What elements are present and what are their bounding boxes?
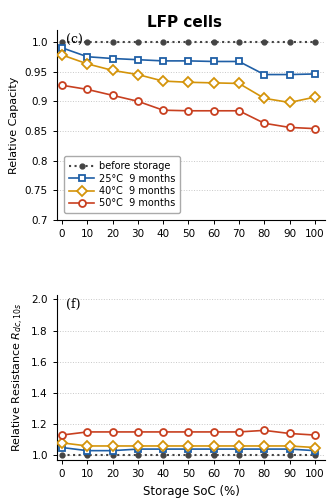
40°C  9 months xyxy=(85,61,89,67)
before storage xyxy=(313,39,317,45)
25°C  9 months xyxy=(60,45,64,51)
40°C  9 months xyxy=(262,96,266,102)
40°C  9 months xyxy=(60,52,64,58)
25°C  9 months xyxy=(186,58,190,64)
before storage xyxy=(161,39,165,45)
X-axis label: Storage SoC (%): Storage SoC (%) xyxy=(142,484,240,498)
40°C  9 months xyxy=(237,80,241,86)
before storage xyxy=(262,39,266,45)
25°C  9 months xyxy=(111,56,115,62)
Text: LFP cells: LFP cells xyxy=(147,15,222,30)
40°C  9 months xyxy=(136,72,140,78)
25°C  9 months xyxy=(262,72,266,78)
before storage xyxy=(287,39,291,45)
40°C  9 months xyxy=(161,78,165,84)
Line: 50°C  9 months: 50°C 9 months xyxy=(59,82,318,132)
Line: 40°C  9 months: 40°C 9 months xyxy=(59,52,318,106)
25°C  9 months xyxy=(136,56,140,62)
40°C  9 months xyxy=(212,80,216,86)
Line: 25°C  9 months: 25°C 9 months xyxy=(59,44,318,78)
Y-axis label: Relative Capacity: Relative Capacity xyxy=(9,76,19,174)
50°C  9 months xyxy=(212,108,216,114)
25°C  9 months xyxy=(85,54,89,60)
25°C  9 months xyxy=(212,58,216,64)
before storage xyxy=(186,39,190,45)
before storage xyxy=(136,39,140,45)
50°C  9 months xyxy=(262,120,266,126)
40°C  9 months xyxy=(111,68,115,73)
25°C  9 months xyxy=(161,58,165,64)
40°C  9 months xyxy=(287,100,291,105)
50°C  9 months xyxy=(60,82,64,88)
50°C  9 months xyxy=(161,107,165,113)
25°C  9 months xyxy=(287,72,291,78)
before storage xyxy=(237,39,241,45)
Text: (c): (c) xyxy=(66,34,83,47)
before storage xyxy=(212,39,216,45)
Text: (f): (f) xyxy=(66,298,81,311)
25°C  9 months xyxy=(237,58,241,64)
Line: before storage: before storage xyxy=(60,40,317,44)
50°C  9 months xyxy=(237,108,241,114)
Y-axis label: Relative Resistance $R_{dc,10s}$: Relative Resistance $R_{dc,10s}$ xyxy=(11,302,26,452)
50°C  9 months xyxy=(313,126,317,132)
Legend: before storage, 25°C  9 months, 40°C  9 months, 50°C  9 months: before storage, 25°C 9 months, 40°C 9 mo… xyxy=(65,156,180,214)
50°C  9 months xyxy=(136,98,140,104)
before storage xyxy=(85,39,89,45)
40°C  9 months xyxy=(186,80,190,86)
50°C  9 months xyxy=(85,86,89,92)
before storage xyxy=(111,39,115,45)
25°C  9 months xyxy=(313,71,317,77)
before storage xyxy=(60,39,64,45)
50°C  9 months xyxy=(287,124,291,130)
50°C  9 months xyxy=(186,108,190,114)
50°C  9 months xyxy=(111,92,115,98)
40°C  9 months xyxy=(313,94,317,100)
